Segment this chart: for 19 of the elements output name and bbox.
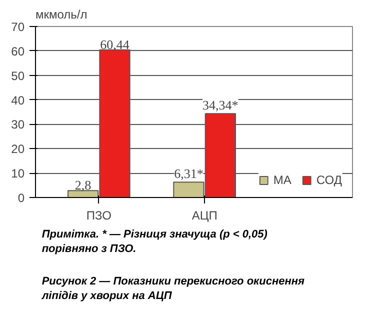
- x-tick-label: ПЗО: [86, 208, 112, 222]
- y-tick-label: 70: [11, 20, 25, 34]
- y-tick-label: 40: [11, 93, 25, 108]
- y-tick-label: 0: [18, 191, 25, 205]
- y-tick-label: 60: [11, 44, 25, 58]
- legend-label: СОД: [316, 173, 342, 187]
- text: Примітка. * — Різниця значуща (p < 0,05) порівняно з ПЗО.: [42, 228, 268, 255]
- data-label: 34,34*: [202, 98, 238, 113]
- data-label: 2,8: [74, 178, 92, 193]
- y-tick-label: 10: [11, 166, 25, 181]
- legend-label: МА: [273, 173, 292, 187]
- data-label: 6,31*: [174, 166, 204, 182]
- y-tick-label: 30: [11, 118, 25, 132]
- y-tick-label: 20: [11, 142, 25, 156]
- text: Рисунок 2 — Показники перекисного окиснення ліпідів у хворих на АЦП: [40, 276, 305, 302]
- x-tick-label: АЦП: [192, 208, 218, 222]
- y-tick-label: 50: [11, 68, 25, 83]
- y-axis-title: мкмоль/л: [36, 8, 88, 22]
- data-label: 60,44: [100, 36, 130, 52]
